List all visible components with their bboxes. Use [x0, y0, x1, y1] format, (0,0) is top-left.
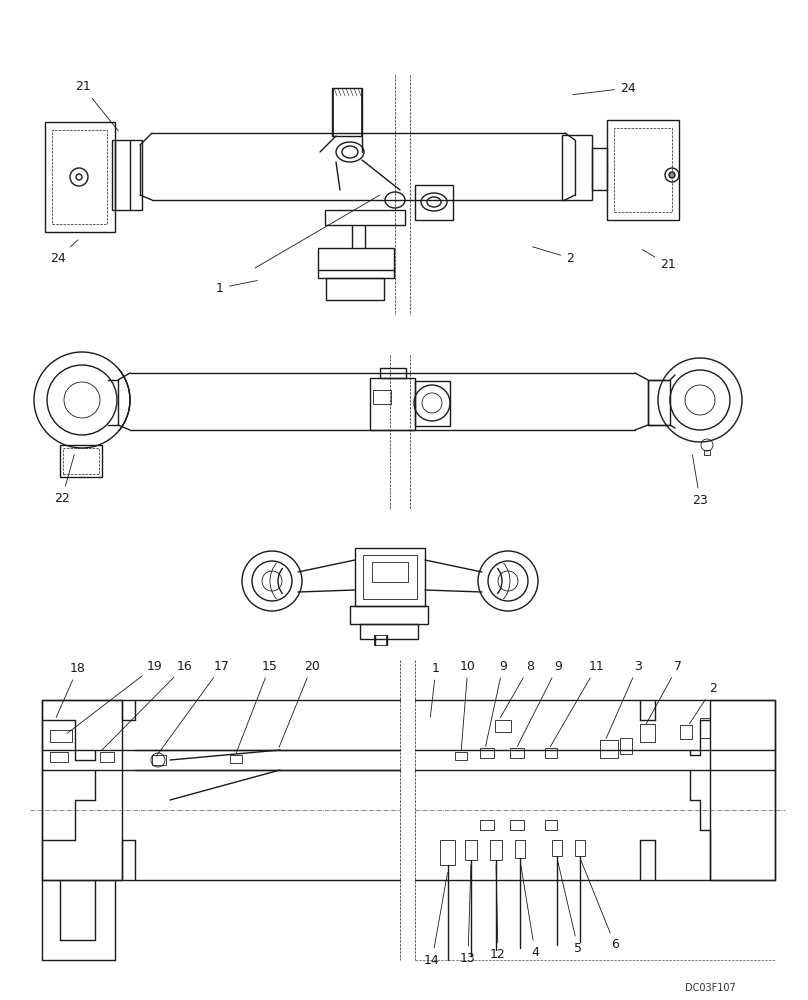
Bar — [592, 148, 607, 190]
Text: 24: 24 — [50, 240, 78, 264]
Text: 18: 18 — [56, 662, 86, 717]
Text: 2: 2 — [532, 247, 574, 264]
Text: 21: 21 — [75, 81, 118, 131]
Text: 15: 15 — [236, 660, 278, 753]
Bar — [415, 381, 450, 426]
Text: 8: 8 — [500, 660, 534, 718]
Bar — [704, 450, 710, 455]
Bar — [332, 88, 362, 136]
Text: 1: 1 — [431, 662, 440, 717]
Bar — [552, 840, 562, 856]
Bar — [545, 820, 557, 830]
Bar — [575, 840, 585, 856]
Bar — [455, 752, 467, 760]
Bar — [415, 185, 453, 220]
Bar — [480, 820, 494, 830]
Text: 13: 13 — [460, 865, 476, 964]
Bar — [490, 840, 502, 860]
Bar — [45, 122, 115, 232]
Bar — [350, 606, 428, 624]
Bar — [380, 368, 406, 378]
Bar — [465, 840, 477, 860]
Bar — [700, 718, 710, 738]
Text: DC03F107: DC03F107 — [684, 983, 735, 993]
Bar — [710, 700, 775, 880]
Bar — [562, 135, 592, 200]
Ellipse shape — [669, 172, 675, 178]
Bar — [440, 840, 455, 865]
Text: 6: 6 — [581, 861, 619, 952]
Bar — [326, 278, 384, 300]
Text: 21: 21 — [642, 249, 675, 271]
Bar — [152, 755, 166, 765]
Bar — [50, 730, 72, 742]
Bar — [515, 840, 525, 858]
Bar — [60, 445, 102, 477]
Bar — [333, 88, 361, 136]
Text: 22: 22 — [54, 455, 74, 504]
Bar — [42, 700, 122, 880]
Text: 1: 1 — [216, 281, 257, 294]
Bar — [614, 128, 672, 212]
Bar — [363, 555, 417, 599]
Text: 23: 23 — [692, 455, 708, 506]
Bar — [355, 548, 425, 606]
Bar — [360, 624, 418, 639]
Text: 2: 2 — [689, 682, 717, 724]
Text: 24: 24 — [573, 82, 636, 95]
Text: 20: 20 — [279, 660, 320, 747]
Bar — [600, 740, 618, 758]
Bar — [680, 725, 692, 739]
Bar — [620, 738, 632, 754]
Bar — [230, 755, 242, 763]
Bar — [63, 448, 99, 474]
Bar — [510, 820, 524, 830]
Bar — [607, 120, 679, 220]
Text: 12: 12 — [490, 865, 506, 962]
Bar — [480, 748, 494, 758]
Bar — [370, 378, 415, 430]
Bar — [52, 130, 107, 224]
Bar — [373, 390, 391, 404]
Bar — [112, 140, 142, 210]
Text: 9: 9 — [517, 660, 562, 747]
Text: 19: 19 — [67, 660, 163, 733]
Text: 3: 3 — [606, 660, 642, 738]
Text: 9: 9 — [486, 660, 507, 746]
Text: 7: 7 — [646, 660, 682, 724]
Bar — [640, 724, 655, 742]
Text: 11: 11 — [550, 660, 605, 747]
Bar — [495, 720, 511, 732]
Bar — [374, 635, 386, 645]
Bar — [100, 752, 114, 762]
Bar — [50, 752, 68, 762]
Bar — [545, 748, 557, 758]
Text: 10: 10 — [460, 660, 476, 750]
Bar — [648, 380, 670, 425]
Bar — [318, 248, 394, 278]
Text: 16: 16 — [102, 660, 193, 750]
Bar — [510, 748, 524, 758]
Text: 14: 14 — [424, 873, 448, 966]
Bar — [325, 210, 405, 225]
Text: 5: 5 — [558, 861, 582, 954]
Text: 4: 4 — [520, 863, 539, 958]
Bar — [372, 562, 408, 582]
Text: 17: 17 — [157, 660, 230, 756]
